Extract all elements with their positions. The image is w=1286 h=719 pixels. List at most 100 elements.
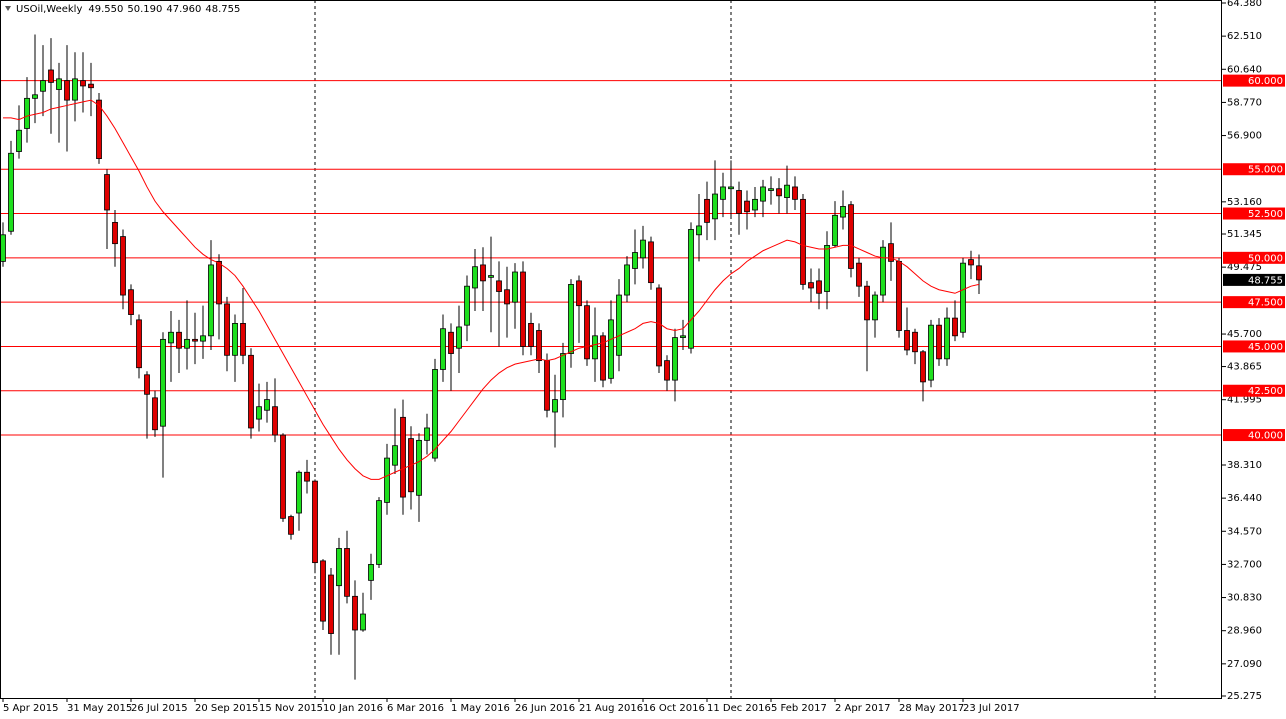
candle-body	[304, 471, 310, 482]
candle-body	[80, 80, 86, 87]
candle-body	[360, 613, 366, 631]
y-tick-label: 58.770	[1227, 97, 1262, 108]
candle-body	[928, 324, 934, 381]
candle-body	[864, 285, 870, 321]
moving-average	[3, 99, 980, 480]
candle-body	[224, 303, 230, 356]
candle-body	[512, 271, 518, 303]
candle-body	[16, 129, 22, 152]
level-label-box	[1223, 340, 1285, 353]
candle-body	[608, 319, 614, 379]
candle-body	[312, 480, 318, 564]
candle-body	[792, 186, 798, 200]
y-tick-label: 32.700	[1227, 559, 1262, 570]
candle-body	[472, 266, 478, 289]
candle-body	[192, 338, 198, 342]
candle-body	[520, 271, 526, 347]
y-tick-label: 27.090	[1227, 659, 1262, 670]
candle-body	[440, 328, 446, 370]
x-tick-label: 16 Oct 2016	[643, 703, 705, 714]
close-label: 48.755	[205, 4, 240, 15]
candle-body	[536, 330, 542, 362]
candle-body	[704, 198, 710, 223]
candle-body	[528, 323, 534, 347]
candle-body	[680, 335, 686, 338]
candle-body	[768, 188, 774, 191]
candle-body	[544, 360, 550, 411]
candle-body	[656, 287, 662, 367]
candle-body	[256, 406, 262, 420]
candle-body	[632, 252, 638, 269]
x-tick-label: 23 Jul 2017	[963, 703, 1020, 714]
candle-body	[176, 331, 182, 349]
current-price-label: 48.755	[1248, 275, 1283, 286]
candle-body	[896, 260, 902, 331]
candle-body	[64, 80, 70, 101]
candle-body	[464, 285, 470, 326]
chart-header: USOil,Weekly 49.550 50.190 47.960 48.755	[16, 4, 240, 15]
level-label: 60.000	[1248, 76, 1283, 87]
candle-body	[248, 354, 254, 429]
x-tick-label: 5 Apr 2015	[3, 703, 58, 714]
low-label: 47.960	[166, 4, 201, 15]
candle-body	[400, 416, 406, 498]
candle-body	[280, 434, 286, 519]
y-tick-label: 28.960	[1227, 626, 1262, 637]
x-tick-label: 2 Apr 2017	[835, 703, 890, 714]
candle-body	[8, 152, 14, 232]
candle-body	[424, 427, 430, 441]
candle-body	[184, 338, 190, 349]
candle-body	[736, 190, 742, 214]
level-label: 40.000	[1248, 431, 1283, 442]
candle-body	[152, 397, 158, 431]
y-tick-label: 64.380	[1227, 0, 1262, 9]
candle-body	[120, 236, 126, 296]
x-tick-label: 11 Dec 2016	[707, 703, 771, 714]
candle-body	[88, 83, 94, 89]
candle-body	[128, 289, 134, 315]
candle-body	[560, 353, 566, 401]
candle-body	[432, 369, 438, 459]
candle-body	[456, 326, 462, 349]
x-tick-label: 5 Feb 2017	[771, 703, 827, 714]
candle-body	[384, 457, 390, 503]
level-label: 42.500	[1248, 386, 1283, 397]
candle-body	[168, 331, 174, 344]
candle-body	[832, 214, 838, 246]
candle-body	[744, 200, 750, 213]
y-tick-label: 34.570	[1227, 526, 1262, 537]
y-tick-label: 30.830	[1227, 593, 1262, 604]
candle-body	[0, 234, 6, 262]
candle-body	[368, 564, 374, 581]
y-tick-label: 62.510	[1227, 31, 1262, 42]
level-label: 45.000	[1248, 342, 1283, 353]
candle-body	[352, 595, 358, 631]
candle-body	[576, 280, 582, 307]
x-tick-label: 6 Mar 2016	[387, 703, 444, 714]
candle-body	[904, 330, 910, 351]
candle-body	[568, 284, 574, 354]
candle-body	[720, 186, 726, 200]
candle-body	[208, 264, 214, 337]
candle-body	[232, 323, 238, 356]
candle-body	[616, 294, 622, 356]
candle-body	[760, 186, 766, 202]
header-icon	[5, 6, 11, 11]
candle-body	[808, 282, 814, 289]
candle-body	[592, 335, 598, 360]
y-tick-label: 25.275	[1227, 691, 1262, 702]
level-label-box	[1223, 384, 1285, 397]
candle-body	[216, 260, 222, 305]
x-tick-label: 26 Jun 2016	[515, 703, 575, 714]
level-label: 50.000	[1248, 253, 1283, 264]
candle-body	[976, 265, 982, 281]
price-axis: 64.380 62.510 60.640 58.770 56.900 53.160 51.3…	[1222, 0, 1285, 702]
candle-body	[952, 317, 958, 337]
candle-body	[712, 193, 718, 220]
current-price-box	[1223, 273, 1285, 286]
candle-body	[920, 351, 926, 383]
candle-body	[288, 516, 294, 535]
candle-body	[672, 337, 678, 381]
candle-body	[752, 198, 758, 211]
